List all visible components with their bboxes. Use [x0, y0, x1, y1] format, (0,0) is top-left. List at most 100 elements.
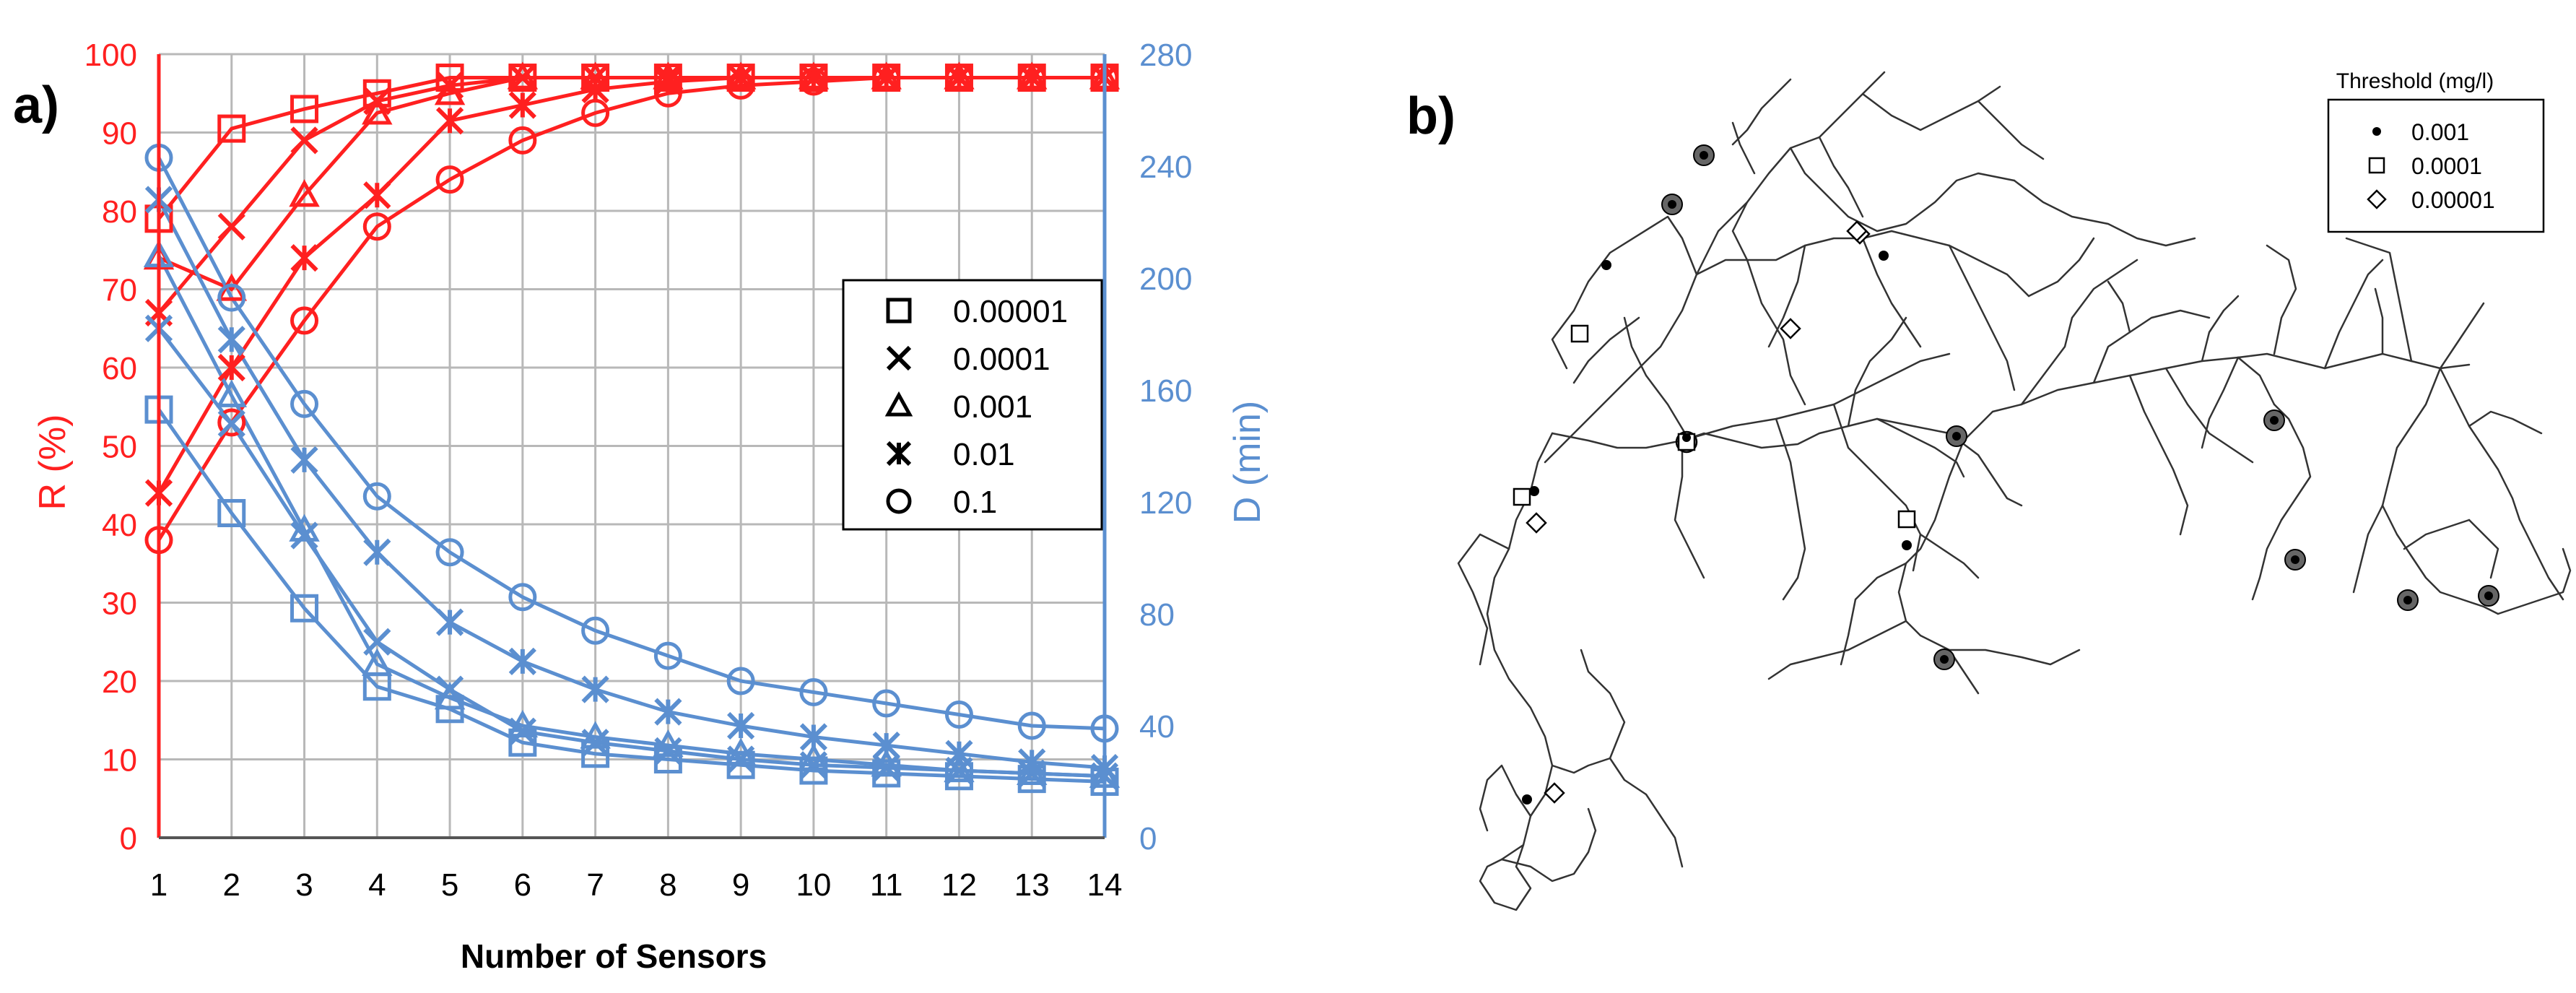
pipe-segment	[2439, 367, 2564, 601]
panel-a-chart: a) 0 10 20 30 40 50 60 70 80 90 100 0 40 80 120 160 200 2…	[13, 38, 1269, 975]
sensor-diamond	[1544, 782, 1565, 804]
pipe-segment	[1500, 807, 1597, 883]
legend-label: 0.001	[2411, 119, 2469, 145]
legend-marker-diamond	[2367, 189, 2387, 209]
marker-circle	[508, 583, 537, 612]
marker-circle	[726, 71, 755, 100]
pipe-segment	[1919, 533, 1980, 579]
marker-circle	[581, 616, 610, 645]
marker-circle	[726, 667, 755, 695]
marker-star	[886, 441, 912, 467]
marker-circle	[435, 165, 464, 194]
pipe-segment	[2201, 356, 2240, 449]
pipe-segment	[1767, 620, 1907, 680]
pipe-segment	[2468, 410, 2543, 435]
marker-circle	[653, 641, 682, 670]
marker-triangle	[944, 754, 975, 783]
marker-circle	[290, 389, 319, 418]
x-tick-label: 8	[659, 867, 676, 903]
sensor-square	[1513, 487, 1531, 506]
marker-triangle	[289, 513, 320, 542]
marker-star	[799, 723, 828, 751]
marker-x	[363, 628, 391, 656]
marker-star	[435, 107, 464, 135]
marker-star	[363, 538, 391, 566]
marker-triangle	[507, 61, 539, 90]
left-axis-label: R (%)	[32, 415, 74, 511]
sensor-dot	[1668, 200, 1676, 209]
sensor-dot	[1522, 794, 1532, 805]
marker-square	[217, 499, 246, 527]
marker-triangle	[871, 749, 902, 777]
x-tick-label: 6	[514, 867, 531, 903]
pipe-segment	[2128, 374, 2189, 536]
marker-triangle	[580, 721, 611, 749]
pipe-segment	[2323, 259, 2384, 370]
marker-star	[727, 64, 755, 92]
axes	[157, 54, 1107, 839]
marker-triangle	[798, 743, 830, 771]
sensor-dot	[1902, 540, 1912, 550]
pipe-segment	[1890, 230, 2030, 298]
pipe-segment	[2237, 356, 2276, 406]
marker-x	[727, 745, 755, 773]
marker-star	[508, 91, 536, 119]
marker-star	[581, 75, 609, 103]
left-tick-label: 70	[102, 273, 137, 308]
pipe-segment	[1948, 649, 2081, 666]
pipe-segment	[1551, 417, 1965, 449]
marker-triangle	[653, 729, 684, 758]
right-tick-label: 120	[1139, 485, 1192, 521]
x-tick-label: 12	[941, 867, 977, 903]
right-tick-label: 160	[1139, 373, 1192, 409]
right-tick-label: 240	[1139, 149, 1192, 185]
pipe-segment	[1876, 417, 1965, 478]
legend-label: 0.1	[953, 485, 997, 520]
right-tick-label: 200	[1139, 261, 1192, 297]
pipe-segment	[2273, 403, 2312, 521]
sensor-dot	[2484, 591, 2493, 600]
marker-triangle	[434, 682, 466, 710]
pipe-segment	[1847, 316, 1907, 428]
marker-square	[362, 79, 391, 108]
pipe-segment	[1767, 244, 1806, 348]
pipe-segment	[1731, 121, 1756, 175]
x-tick-label: 13	[1014, 867, 1050, 903]
x-tick-label: 10	[796, 867, 831, 903]
marker-star	[290, 446, 318, 474]
marker-x	[217, 212, 245, 240]
left-tick-label: 20	[102, 664, 137, 700]
sensor-dot	[1601, 260, 1611, 270]
legend-label: 0.01	[953, 437, 1015, 472]
sensor-dot	[2270, 416, 2279, 425]
x-tick-label: 3	[295, 867, 313, 903]
left-tick-label: 40	[102, 508, 137, 543]
marker-circle	[362, 212, 391, 241]
marker-star	[581, 675, 609, 703]
marker-star	[727, 711, 755, 740]
pipe-segment	[1962, 356, 2240, 442]
pipe-segment	[2251, 519, 2283, 601]
pipe-segment	[2201, 295, 2240, 363]
pipe-segment	[2027, 237, 2095, 298]
marker-triangle	[725, 737, 757, 766]
right-tick-label: 40	[1139, 709, 1175, 745]
pipe-segment	[1731, 201, 1806, 406]
marker-star	[290, 243, 318, 272]
right-tick-label: 0	[1139, 821, 1157, 857]
marker-star	[654, 698, 682, 726]
pipe-segment	[2352, 504, 2384, 594]
pipe-segment	[1544, 71, 1886, 464]
legend-marker-dot	[2372, 127, 2381, 136]
pipe-segment	[1551, 215, 1698, 370]
marker-square	[435, 64, 464, 92]
pipe-segment	[1731, 78, 1792, 146]
marker-circle	[1017, 64, 1046, 92]
marker-x	[290, 521, 318, 550]
marker-x	[799, 751, 828, 779]
legend-label: 0.001	[953, 389, 1032, 425]
marker-x	[217, 409, 245, 438]
marker-x	[508, 717, 536, 745]
marker-circle	[799, 67, 828, 96]
pipe-segment	[2107, 280, 2131, 334]
